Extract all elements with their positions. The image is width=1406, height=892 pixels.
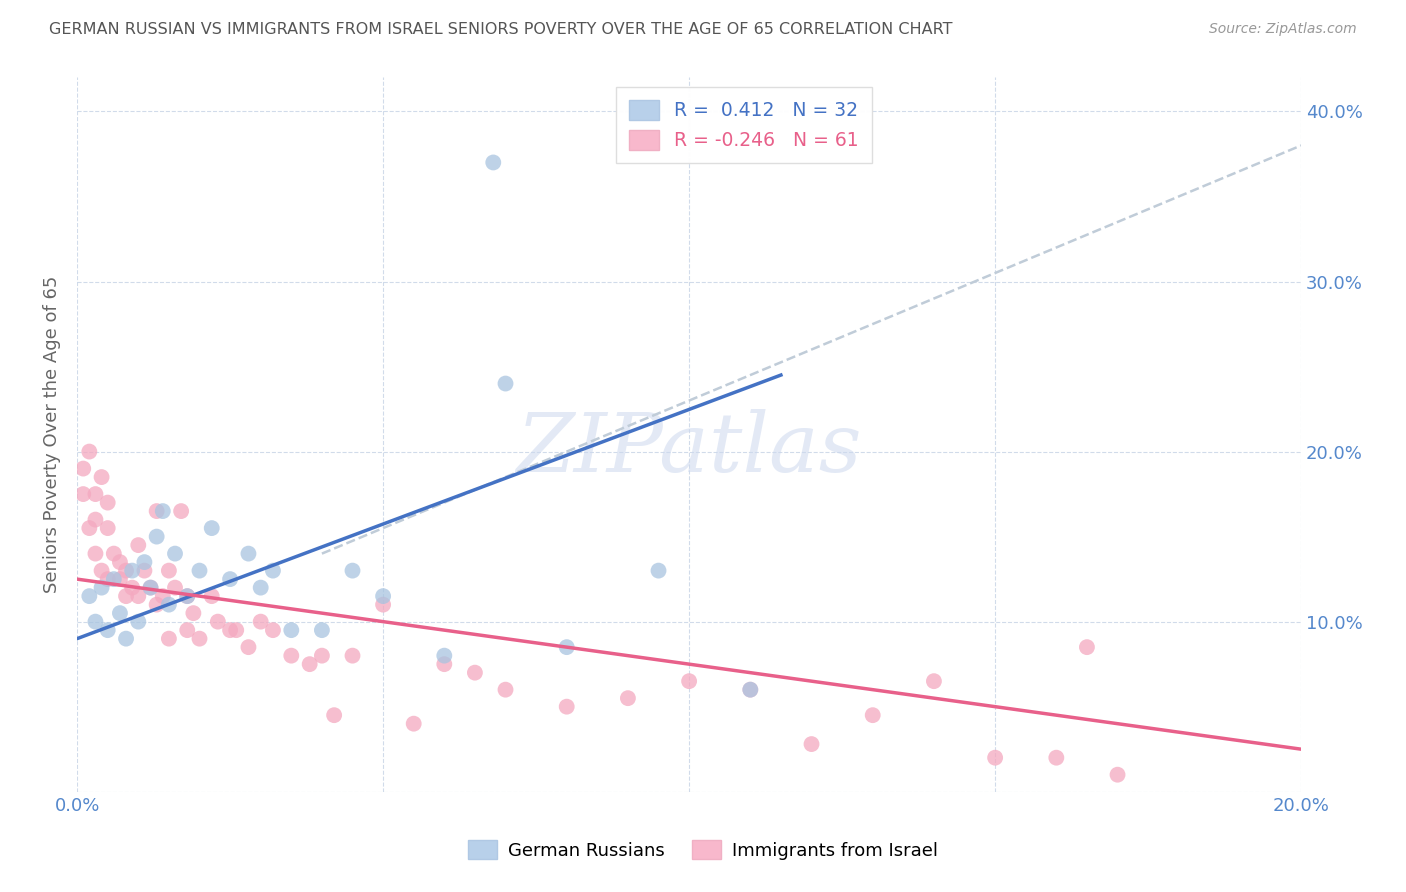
Point (280, 623, 302, 637)
Point (201, 589, 224, 603)
Point (342, 648, 364, 663)
Point (280, 648, 302, 663)
Point (188, 632, 211, 646)
Point (207, 615, 229, 629)
Point (127, 615, 149, 629)
Point (1045, 750, 1067, 764)
Point (145, 530, 167, 544)
Point (108, 572, 131, 586)
Point (201, 521, 224, 535)
Point (862, 708, 884, 723)
Legend: R =  0.412   N = 32, R = -0.246   N = 61: R = 0.412 N = 32, R = -0.246 N = 61 (616, 87, 872, 163)
Point (482, 155, 505, 169)
Point (121, 581, 143, 595)
Point (97, 495, 120, 509)
Point (922, 674, 945, 689)
Point (127, 538, 149, 552)
Point (249, 615, 271, 629)
Point (134, 555, 156, 569)
Point (163, 581, 186, 595)
Point (402, 716, 425, 731)
Point (311, 623, 333, 637)
Point (262, 623, 284, 637)
Point (433, 657, 456, 672)
Point (371, 589, 394, 603)
Legend: German Russians, Immigrants from Israel: German Russians, Immigrants from Israel (461, 833, 945, 867)
Point (79, 589, 101, 603)
Point (90, 470, 112, 484)
Point (1107, 767, 1129, 781)
Point (163, 547, 186, 561)
Point (127, 589, 149, 603)
Point (90, 564, 112, 578)
Point (262, 564, 284, 578)
Point (84, 547, 107, 561)
Point (134, 564, 156, 578)
Point (103, 572, 125, 586)
Y-axis label: Seniors Poverty Over the Age of 65: Seniors Poverty Over the Age of 65 (44, 276, 60, 593)
Point (249, 581, 271, 595)
Point (678, 674, 700, 689)
Point (115, 589, 138, 603)
Text: GERMAN RUSSIAN VS IMMIGRANTS FROM ISRAEL SENIORS POVERTY OVER THE AGE OF 65 CORR: GERMAN RUSSIAN VS IMMIGRANTS FROM ISRAEL… (49, 22, 953, 37)
Point (176, 589, 198, 603)
Point (84, 487, 107, 501)
Point (740, 682, 762, 697)
Point (108, 555, 131, 569)
Point (555, 699, 578, 714)
Point (157, 564, 180, 578)
Point (984, 750, 1007, 764)
Text: ZIPatlas: ZIPatlas (516, 409, 862, 489)
Point (464, 665, 486, 680)
Point (157, 598, 180, 612)
Point (176, 589, 198, 603)
Point (108, 606, 131, 620)
Point (433, 648, 456, 663)
Point (298, 657, 321, 672)
Point (79, 444, 101, 458)
Point (90, 581, 112, 595)
Point (495, 682, 517, 697)
Point (371, 598, 394, 612)
Point (555, 640, 578, 655)
Point (176, 623, 198, 637)
Point (97, 521, 120, 535)
Point (1076, 640, 1098, 655)
Point (152, 589, 174, 603)
Point (145, 598, 167, 612)
Point (238, 640, 260, 655)
Point (139, 581, 162, 595)
Point (97, 623, 120, 637)
Point (115, 564, 138, 578)
Point (342, 564, 364, 578)
Point (238, 547, 260, 561)
Point (139, 581, 162, 595)
Point (617, 691, 640, 706)
Point (84, 513, 107, 527)
Point (152, 504, 174, 518)
Point (183, 606, 205, 620)
Point (115, 632, 138, 646)
Point (84, 615, 107, 629)
Text: Source: ZipAtlas.com: Source: ZipAtlas.com (1209, 22, 1357, 37)
Point (323, 708, 346, 723)
Point (495, 376, 517, 391)
Point (225, 623, 247, 637)
Point (170, 504, 193, 518)
Point (800, 737, 823, 751)
Point (219, 572, 242, 586)
Point (219, 623, 242, 637)
Point (145, 504, 167, 518)
Point (72, 461, 94, 475)
Point (121, 564, 143, 578)
Point (103, 547, 125, 561)
Point (79, 521, 101, 535)
Point (188, 564, 211, 578)
Point (311, 648, 333, 663)
Point (97, 572, 120, 586)
Point (157, 632, 180, 646)
Point (740, 682, 762, 697)
Point (647, 564, 669, 578)
Point (72, 487, 94, 501)
